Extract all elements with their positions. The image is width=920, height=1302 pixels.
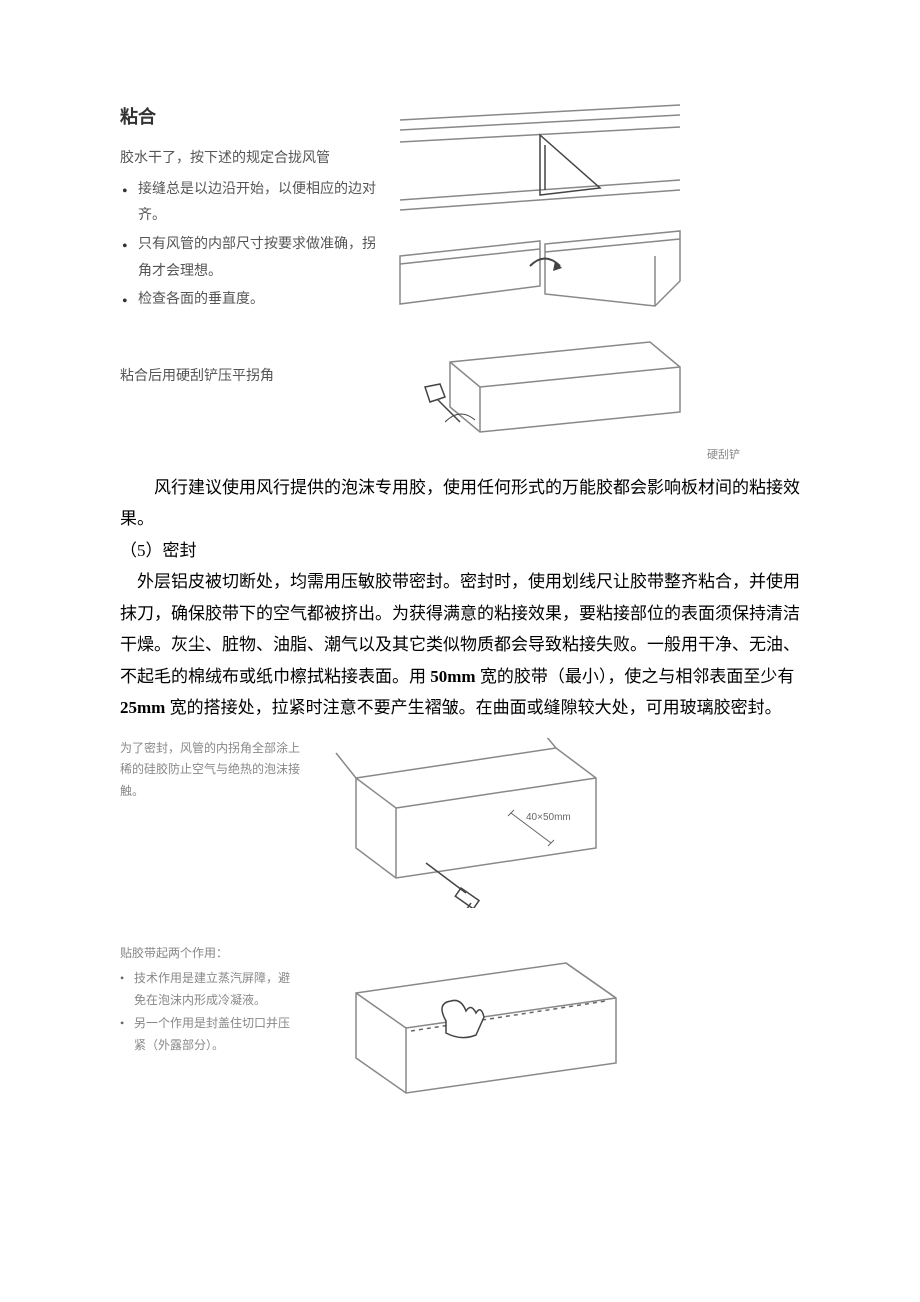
seal-figure-2-block: 贴胶带起两个作用： 技术作用是建立蒸汽屏障，避免在泡沫内形成冷凝液。 另一个作用… (120, 943, 800, 1108)
bonding-bullet-list: 接缝总是以边沿开始，以便相应的边对齐。 只有风管的内部尺寸按要求做准确，拐角才会… (120, 177, 380, 314)
seal-text-3: 宽的搭接处，拉紧时注意不要产生褶皱。在曲面或缝隙较大处，可用玻璃胶密封。 (165, 698, 781, 717)
bonding-bullet: 只有风管的内部尺寸按要求做准确，拐角才会理想。 (120, 232, 380, 285)
seal-fig1-note: 为了密封，风管的内拐角全部涂上稀的硅胶防止空气与绝热的泡沫接触。 (120, 738, 300, 913)
main-text-block: 风行建议使用风行提供的泡沫专用胶，使用任何形式的万能胶都会影响板材间的粘接效果。… (120, 472, 800, 724)
seal-paragraph: 外层铝皮被切断处，均需用压敏胶带密封。密封时，使用划线尺让胶带整齐粘合，并使用抹… (120, 566, 800, 723)
bonding-section: 粘合 胶水干了，按下述的规定合拢风管 接缝总是以边沿开始，以便相应的边对齐。 只… (120, 100, 800, 462)
dim-label: 40×50mm (526, 812, 571, 823)
bonding-figure-3: 硬刮铲 (390, 332, 800, 462)
bonding-title: 粘合 (120, 100, 380, 134)
bonding-figures-column: 硬刮铲 (390, 100, 800, 462)
seal-fig2-title: 贴胶带起两个作用： (120, 943, 300, 965)
scraper-label: 硬刮铲 (390, 446, 800, 462)
bonding-intro: 胶水干了，按下述的规定合拢风管 (120, 146, 380, 173)
bonding-figure-1 (390, 100, 800, 220)
seal-fig1-image: 40×50mm (316, 738, 800, 913)
bonding-text-column: 粘合 胶水干了，按下述的规定合拢风管 接缝总是以边沿开始，以便相应的边对齐。 只… (120, 100, 380, 462)
press-note: 粘合后用硬刮铲压平拐角 (120, 364, 380, 391)
seal-fig2-bullet: 另一个作用是封盖住切口并压紧（外露部分）。 (120, 1013, 300, 1056)
bonding-bullet: 检查各面的垂直度。 (120, 287, 380, 314)
seal-fig2-bullet-list: 技术作用是建立蒸汽屏障，避免在泡沫内形成冷凝液。 另一个作用是封盖住切口并压紧（… (120, 968, 300, 1056)
seal-figure-1-block: 为了密封，风管的内拐角全部涂上稀的硅胶防止空气与绝热的泡沫接触。 (120, 738, 800, 913)
seal-fig2-text: 贴胶带起两个作用： 技术作用是建立蒸汽屏障，避免在泡沫内形成冷凝液。 另一个作用… (120, 943, 300, 1108)
seal-text-2: 宽的胶带（最小），使之与相邻表面至少有 (476, 667, 795, 686)
seal-fig2-bullet: 技术作用是建立蒸汽屏障，避免在泡沫内形成冷凝液。 (120, 968, 300, 1011)
seal-bold-1: 50mm (430, 667, 475, 686)
seal-bold-2: 25mm (120, 698, 165, 717)
bonding-figure-2 (390, 226, 800, 326)
bonding-bullet: 接缝总是以边沿开始，以便相应的边对齐。 (120, 177, 380, 230)
advice-paragraph: 风行建议使用风行提供的泡沫专用胶，使用任何形式的万能胶都会影响板材间的粘接效果。 (120, 472, 800, 535)
section-5-heading: （5）密封 (120, 535, 800, 566)
seal-fig2-image (316, 943, 800, 1108)
